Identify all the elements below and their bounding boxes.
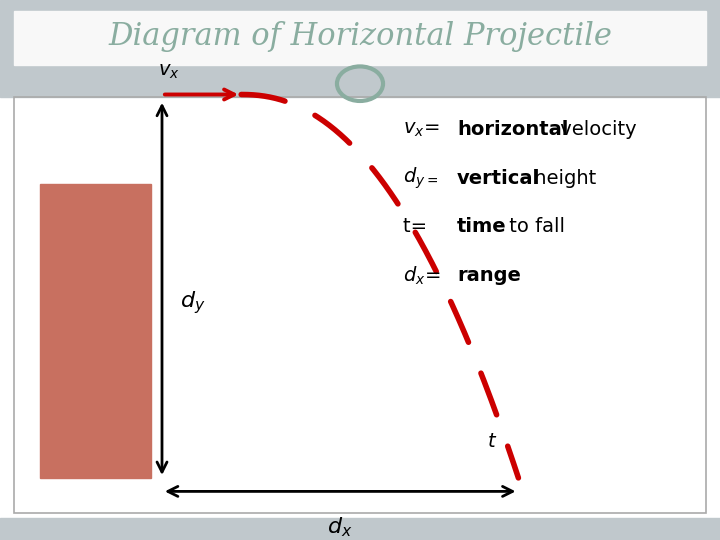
Bar [40, 184, 151, 478]
Text: $v_x$=: $v_x$= [403, 120, 441, 139]
Bar [14, 97, 706, 513]
Text: $v_x$: $v_x$ [158, 62, 180, 81]
Text: $d_x$: $d_x$ [328, 516, 353, 539]
Bar [0, 518, 720, 540]
Text: height: height [528, 168, 596, 188]
Text: $d_x$=: $d_x$= [403, 264, 443, 287]
Bar [0, 65, 720, 97]
Text: range: range [457, 266, 521, 285]
Text: time: time [457, 217, 507, 237]
Text: velocity: velocity [554, 120, 637, 139]
Bar [14, 11, 706, 65]
Text: Diagram of Horizontal Projectile: Diagram of Horizontal Projectile [108, 21, 612, 52]
Text: $d_y$: $d_y$ [180, 289, 205, 316]
Text: to fall: to fall [503, 217, 564, 237]
Text: t=: t= [403, 217, 433, 237]
Text: vertical: vertical [457, 168, 540, 188]
Text: horizontal: horizontal [457, 120, 569, 139]
Text: $t$: $t$ [487, 432, 497, 451]
Bar [0, 0, 720, 76]
Text: $d_{y=}$: $d_{y=}$ [403, 165, 438, 191]
